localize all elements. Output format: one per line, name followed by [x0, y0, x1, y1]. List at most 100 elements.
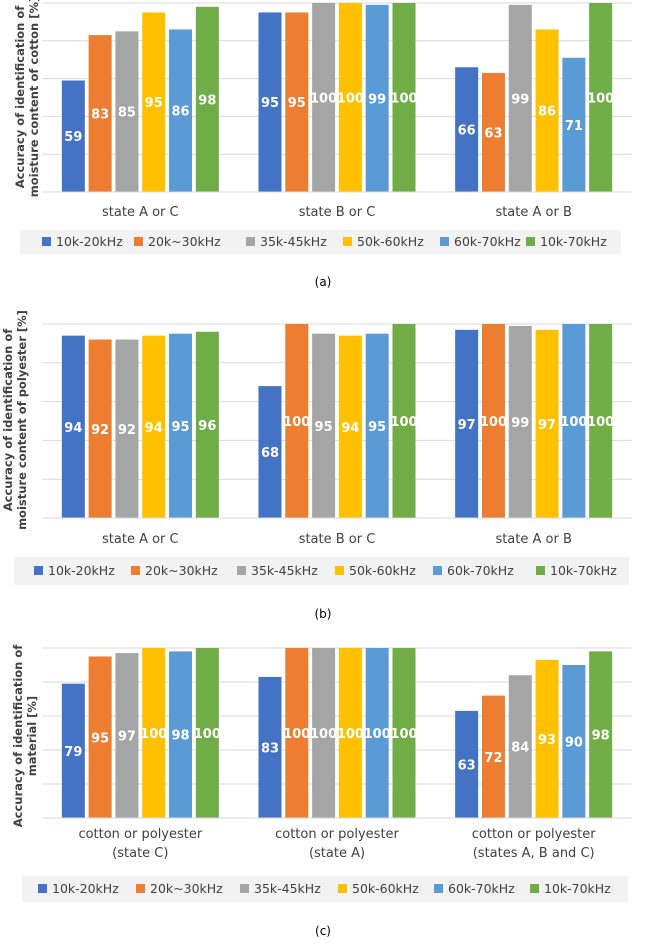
legend-label: 20k~30kHz — [150, 881, 223, 896]
legend-swatch — [536, 566, 545, 575]
legend-box — [20, 230, 621, 254]
data-label: 90 — [565, 736, 583, 751]
data-label: 100 — [560, 415, 587, 430]
bar — [61, 683, 85, 818]
data-label: 94 — [341, 421, 359, 436]
bar — [455, 710, 479, 818]
data-label: 100 — [194, 727, 221, 742]
category-label: cotton or polyester — [78, 827, 202, 842]
bar — [562, 57, 586, 193]
legend-swatch — [335, 566, 344, 575]
data-label: 100 — [140, 727, 167, 742]
legend-label: 60k-70kHz — [454, 234, 521, 249]
data-label: 99 — [511, 92, 529, 107]
data-label: 100 — [480, 415, 507, 430]
legend-label: 10k-20kHz — [48, 563, 115, 578]
legend-swatch — [34, 566, 43, 575]
bar — [338, 648, 362, 818]
bar — [338, 335, 362, 518]
data-label: 71 — [565, 119, 583, 134]
bar — [258, 386, 282, 518]
legend-swatch — [131, 566, 140, 575]
data-label: 84 — [511, 741, 529, 756]
category-label: (state A) — [309, 846, 365, 861]
data-label: 66 — [458, 124, 476, 139]
bar — [508, 325, 532, 518]
bar — [455, 67, 479, 192]
data-label: 63 — [484, 126, 502, 141]
data-label: 95 — [315, 420, 333, 435]
bar — [365, 333, 389, 518]
chart-panel-c: Accuracy of identification ofmaterial [%… — [0, 630, 647, 946]
data-label: 100 — [283, 727, 310, 742]
chart-panel-b: Accuracy of identification ofmoisture co… — [0, 310, 647, 630]
legend-label: 10k-20kHz — [52, 881, 119, 896]
bar — [195, 6, 219, 193]
legend-swatch — [343, 237, 352, 246]
legend-swatch — [530, 884, 539, 893]
legend-swatch — [440, 237, 449, 246]
bar — [455, 329, 479, 518]
category-label: state B or C — [299, 205, 376, 220]
data-label: 100 — [390, 727, 417, 742]
legend-swatch — [240, 884, 249, 893]
bar — [88, 339, 112, 518]
category-label: state A or C — [102, 532, 179, 547]
data-label: 99 — [368, 92, 386, 107]
data-label: 100 — [364, 727, 391, 742]
data-label: 63 — [458, 758, 476, 773]
bar — [285, 12, 309, 193]
bar — [258, 12, 282, 193]
category-label: state A or C — [102, 205, 179, 220]
data-label: 100 — [390, 415, 417, 430]
bar — [535, 329, 559, 518]
data-label: 100 — [337, 727, 364, 742]
bar — [365, 4, 389, 193]
legend-swatch — [526, 237, 535, 246]
legend-swatch — [434, 884, 443, 893]
bar — [142, 12, 166, 193]
legend-label: 20k~30kHz — [145, 563, 218, 578]
data-label: 95 — [91, 731, 109, 746]
data-label: 94 — [64, 421, 82, 436]
data-label: 98 — [198, 93, 216, 108]
data-label: 100 — [337, 92, 364, 107]
legend-label: 35k-45kHz — [254, 881, 321, 896]
bar — [258, 676, 282, 818]
data-label: 95 — [288, 96, 306, 111]
legend-swatch — [38, 884, 47, 893]
bar — [392, 648, 416, 818]
data-label: 100 — [310, 727, 337, 742]
legend-swatch — [246, 237, 255, 246]
legend-label: 10k-70kHz — [540, 234, 607, 249]
data-label: 98 — [171, 729, 189, 744]
bar — [312, 648, 336, 818]
bar — [115, 31, 139, 192]
bar — [195, 648, 219, 818]
data-label: 100 — [587, 415, 614, 430]
data-label: 99 — [511, 416, 529, 431]
category-label: state A or B — [495, 532, 571, 547]
bar — [312, 3, 336, 192]
y-axis-title-line: Accuracy of identification of — [13, 5, 27, 189]
figure-caption: (c) — [315, 924, 331, 938]
data-label: 86 — [171, 105, 189, 120]
legend-label: 10k-70kHz — [544, 881, 611, 896]
y-axis-title-line: material [%] — [25, 696, 39, 776]
bar — [589, 324, 613, 518]
legend-label: 35k-45kHz — [251, 563, 318, 578]
data-label: 93 — [538, 733, 556, 748]
bar — [589, 651, 613, 818]
category-label: state B or C — [299, 532, 376, 547]
bar — [481, 72, 505, 192]
bar — [142, 335, 166, 518]
figure-caption: (b) — [315, 607, 332, 621]
data-label: 95 — [171, 420, 189, 435]
y-axis-title-line: Accuracy of identification of — [11, 644, 25, 828]
category-label: (state C) — [112, 846, 168, 861]
data-label: 72 — [484, 751, 502, 766]
figure-caption: (a) — [315, 275, 332, 289]
bar — [481, 324, 505, 518]
bar — [481, 695, 505, 818]
data-label: 92 — [91, 423, 109, 438]
